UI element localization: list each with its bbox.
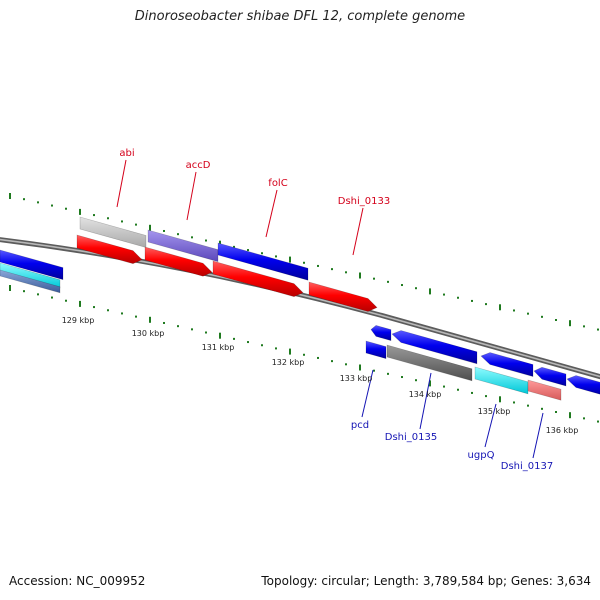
- gene-feature: [533, 366, 567, 387]
- gene-feature: [391, 330, 478, 365]
- gene-features: [0, 216, 600, 401]
- bottom-gene-labels: pcd Dshi_0135 ugpQ Dshi_0137: [351, 420, 553, 472]
- label-leader-line: [352, 207, 364, 256]
- genome-summary-text: Topology: circular; Length: 3,789,584 bp…: [261, 574, 591, 588]
- scale-label: 135 kbp: [478, 407, 511, 416]
- gene-label[interactable]: accD: [186, 160, 211, 171]
- gene-feature: [370, 325, 392, 341]
- gene-label[interactable]: abi: [119, 148, 134, 159]
- gene-label[interactable]: Dshi_0133: [338, 196, 390, 207]
- label-leader-line: [532, 412, 544, 459]
- gene-feature: [144, 246, 213, 277]
- gene-feature: [527, 379, 562, 401]
- gene-feature: [365, 340, 387, 359]
- gene-feature: [212, 260, 304, 297]
- label-leader-line: [484, 403, 497, 448]
- label-leader-line: [361, 369, 374, 418]
- scale-label: 130 kbp: [132, 329, 165, 338]
- gene-feature: [76, 234, 143, 264]
- gene-feature: [147, 229, 219, 262]
- gene-label[interactable]: Dshi_0135: [385, 432, 437, 443]
- scale-label: 131 kbp: [202, 343, 235, 352]
- scale-label: 133 kbp: [340, 374, 373, 383]
- label-leader-line: [116, 159, 127, 208]
- scale-label: 134 kbp: [409, 390, 442, 399]
- gene-feature: [480, 352, 534, 377]
- gene-label[interactable]: folC: [268, 178, 287, 189]
- scale-label: 129 kbp: [62, 316, 95, 325]
- gene-feature: [386, 344, 473, 382]
- top-gene-labels: abi accD folC Dshi_0133: [119, 148, 390, 207]
- gene-feature: [217, 242, 309, 281]
- gene-feature: [474, 366, 529, 395]
- gene-feature: [0, 269, 61, 294]
- gene-label[interactable]: Dshi_0137: [501, 461, 553, 472]
- accession-text: Accession: NC_009952: [9, 574, 146, 588]
- gene-feature: [308, 281, 378, 312]
- tick-marks: [9, 193, 599, 423]
- label-leader-line: [419, 372, 432, 430]
- scale-label: 136 kbp: [546, 426, 579, 435]
- label-leader-line: [265, 189, 278, 238]
- label-leader-line: [186, 171, 197, 221]
- label-leaders: [116, 159, 544, 459]
- gene-label[interactable]: pcd: [351, 420, 369, 431]
- genome-title: Dinoroseobacter shibae DFL 12, complete …: [134, 9, 466, 24]
- gene-feature: [566, 375, 600, 395]
- scale-labels: 129 kbp 130 kbp 131 kbp 132 kbp 133 kbp …: [62, 316, 579, 435]
- scale-label: 132 kbp: [272, 358, 305, 367]
- gene-label[interactable]: ugpQ: [468, 450, 495, 461]
- gene-feature: [0, 249, 64, 281]
